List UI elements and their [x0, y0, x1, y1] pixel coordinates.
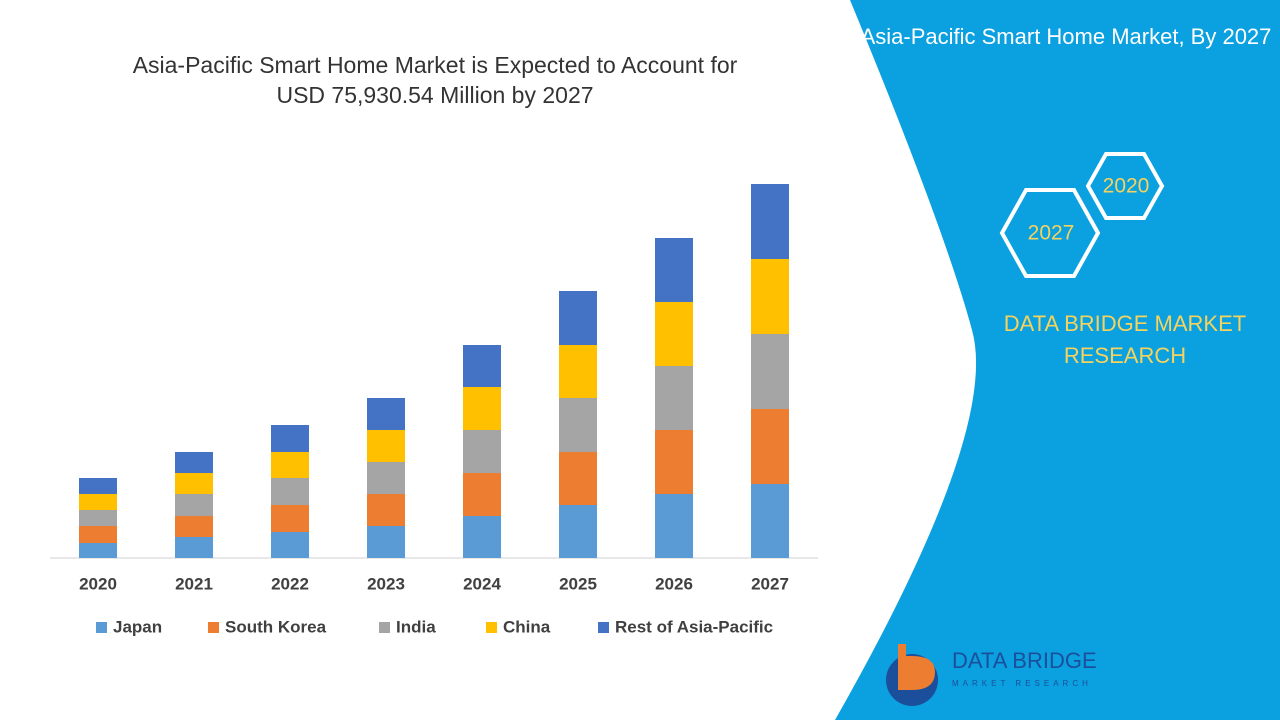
bar-segment: [367, 398, 405, 430]
bar-segment: [463, 516, 501, 558]
logo-mark: [898, 644, 935, 690]
bar-segment: [751, 334, 789, 409]
brand-box: DATA BRIDGE MARKET RESEARCH: [1003, 311, 1247, 368]
bar-segment: [175, 452, 213, 473]
bar-segment: [271, 425, 309, 452]
bar-segment: [751, 484, 789, 558]
bar-segment: [655, 430, 693, 494]
legend-label: Japan: [113, 617, 162, 636]
legend-swatch: [208, 622, 219, 633]
bar-segment: [559, 505, 597, 558]
bar-segment: [655, 494, 693, 558]
bar-segment: [79, 478, 117, 494]
bar-segment: [559, 291, 597, 345]
legend-label: South Korea: [225, 617, 327, 636]
bar-segment: [463, 430, 501, 473]
legend-label: India: [396, 617, 436, 636]
legend-label: Rest of Asia-Pacific: [615, 617, 773, 636]
bar-segment: [655, 366, 693, 430]
x-tick-label: 2020: [79, 574, 117, 593]
bar-segment: [655, 238, 693, 302]
bar-segment: [751, 409, 789, 484]
brand-text: DATA BRIDGE MARKET RESEARCH: [1003, 311, 1247, 368]
chart-title: Asia-Pacific Smart Home Market is Expect…: [132, 52, 738, 108]
bar-segment: [751, 259, 789, 334]
side-panel: [835, 0, 1280, 720]
bar-segment: [367, 494, 405, 526]
title-box: Asia-Pacific Smart Home Market is Expect…: [132, 52, 738, 108]
logo: DATA BRIDGE MARKET RESEARCH: [886, 644, 1097, 706]
bar-segment: [367, 462, 405, 494]
bar-segment: [271, 452, 309, 478]
bar-segment: [655, 302, 693, 366]
hexagon: [999, 188, 1101, 278]
bar-segment: [559, 452, 597, 505]
logo-tagline: MARKET RESEARCH: [952, 679, 1092, 688]
bar-segment: [175, 537, 213, 558]
panel-title-text: Asia-Pacific Smart Home Market, By 2027: [861, 24, 1272, 49]
hex-label: 2027: [1028, 222, 1075, 245]
hex-label: 2020: [1103, 175, 1150, 198]
legend-swatch: [96, 622, 107, 633]
bar-segment: [367, 526, 405, 558]
hexagon: [1085, 152, 1165, 220]
bar-segment: [175, 516, 213, 537]
bar-segment: [463, 387, 501, 430]
bar-segment: [271, 505, 309, 532]
bar-segment: [559, 398, 597, 452]
x-tick-label: 2026: [655, 574, 693, 593]
legend-swatch: [379, 622, 390, 633]
bar-segment: [79, 526, 117, 543]
bar-segment: [79, 510, 117, 526]
panel-title: Asia-Pacific Smart Home Market, By 2027: [861, 24, 1272, 49]
x-tick-label: 2027: [751, 574, 789, 593]
legend-swatch: [598, 622, 609, 633]
x-tick-label: 2022: [271, 574, 309, 593]
legend-swatch: [486, 622, 497, 633]
x-tick-label: 2023: [367, 574, 405, 593]
bar-segment: [559, 345, 597, 398]
x-tick-label: 2021: [175, 574, 213, 593]
bar-segment: [463, 345, 501, 387]
legend-label: China: [503, 617, 551, 636]
bar-segment: [463, 473, 501, 516]
x-tick-label: 2024: [463, 574, 501, 593]
bar-segment: [271, 532, 309, 558]
bar-segment: [751, 184, 789, 259]
bar-segment: [79, 494, 117, 510]
bar-segment: [367, 430, 405, 462]
bar-segment: [271, 478, 309, 505]
bar-segment: [79, 543, 117, 558]
bar-segment: [175, 473, 213, 494]
logo-name: DATA BRIDGE: [952, 648, 1097, 673]
x-tick-label: 2025: [559, 574, 597, 593]
bar-segment: [175, 494, 213, 516]
